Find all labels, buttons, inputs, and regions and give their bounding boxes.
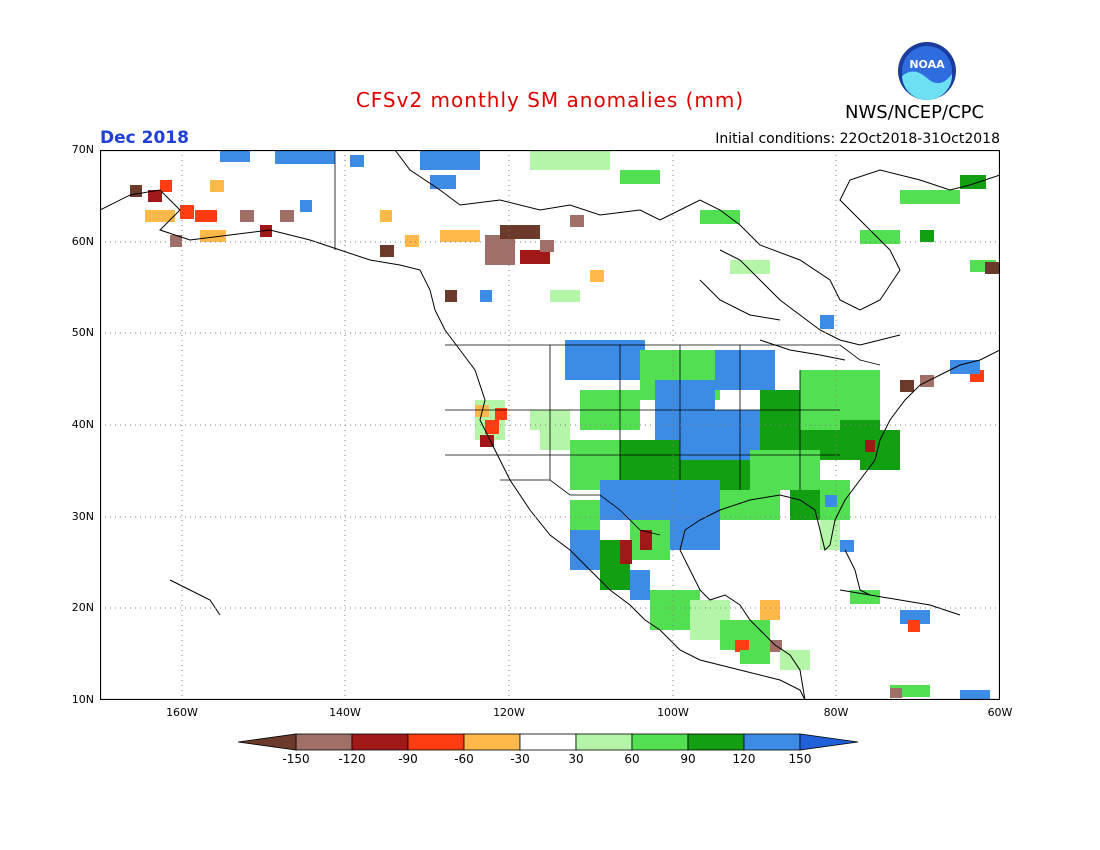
lat-label: 20N [71,601,94,614]
lon-label: 160W [166,706,198,719]
colorbar-cell [687,733,745,751]
colorbar-high-arrow [799,733,859,751]
colorbar-cell [407,733,465,751]
colorbar-label: -90 [398,752,418,766]
colorbar-label: -150 [282,752,310,766]
graticule [100,150,1000,700]
colorbar-cell [631,733,689,751]
colorbar-label: 90 [680,752,696,766]
colorbar-cell [463,733,521,751]
colorbar-low-arrow [238,733,297,751]
colorbar-label: 120 [732,752,756,766]
lon-label: 120W [493,706,525,719]
lat-label: 60N [71,235,94,248]
map-title: CFSv2 monthly SM anomalies (mm) [355,88,745,112]
colorbar-cell [519,733,577,751]
initial-conditions-label: Initial conditions: 22Oct2018-31Oct2018 [715,131,1000,147]
colorbar-label: -30 [510,752,530,766]
lat-label: 40N [71,418,94,431]
period-label: Dec 2018 [100,128,189,148]
lon-label: 100W [657,706,689,719]
lat-label: 50N [71,326,94,339]
colorbar-label: -60 [454,752,474,766]
org-label: NWS/NCEP/CPC [845,102,985,123]
logo-text: NOAA [909,58,945,71]
noaa-logo: NOAA [896,40,958,106]
lat-label: 30N [71,510,94,523]
lon-label: 140W [329,706,361,719]
lon-label: 60W [987,706,1013,719]
anomaly-cells [130,150,999,700]
lat-label: 10N [71,693,94,706]
colorbar-label: 60 [624,752,640,766]
map-panel [100,150,1000,700]
colorbar-cell [351,733,409,751]
lat-label: 70N [71,143,94,156]
colorbar-cell [575,733,633,751]
colorbar-label: -120 [338,752,366,766]
colorbar-label: 150 [788,752,812,766]
colorbar [238,733,859,751]
colorbar-cell [295,733,353,751]
political-borders [334,150,881,536]
colorbar-cell [743,733,801,751]
colorbar-label: 30 [568,752,584,766]
lon-label: 80W [823,706,849,719]
